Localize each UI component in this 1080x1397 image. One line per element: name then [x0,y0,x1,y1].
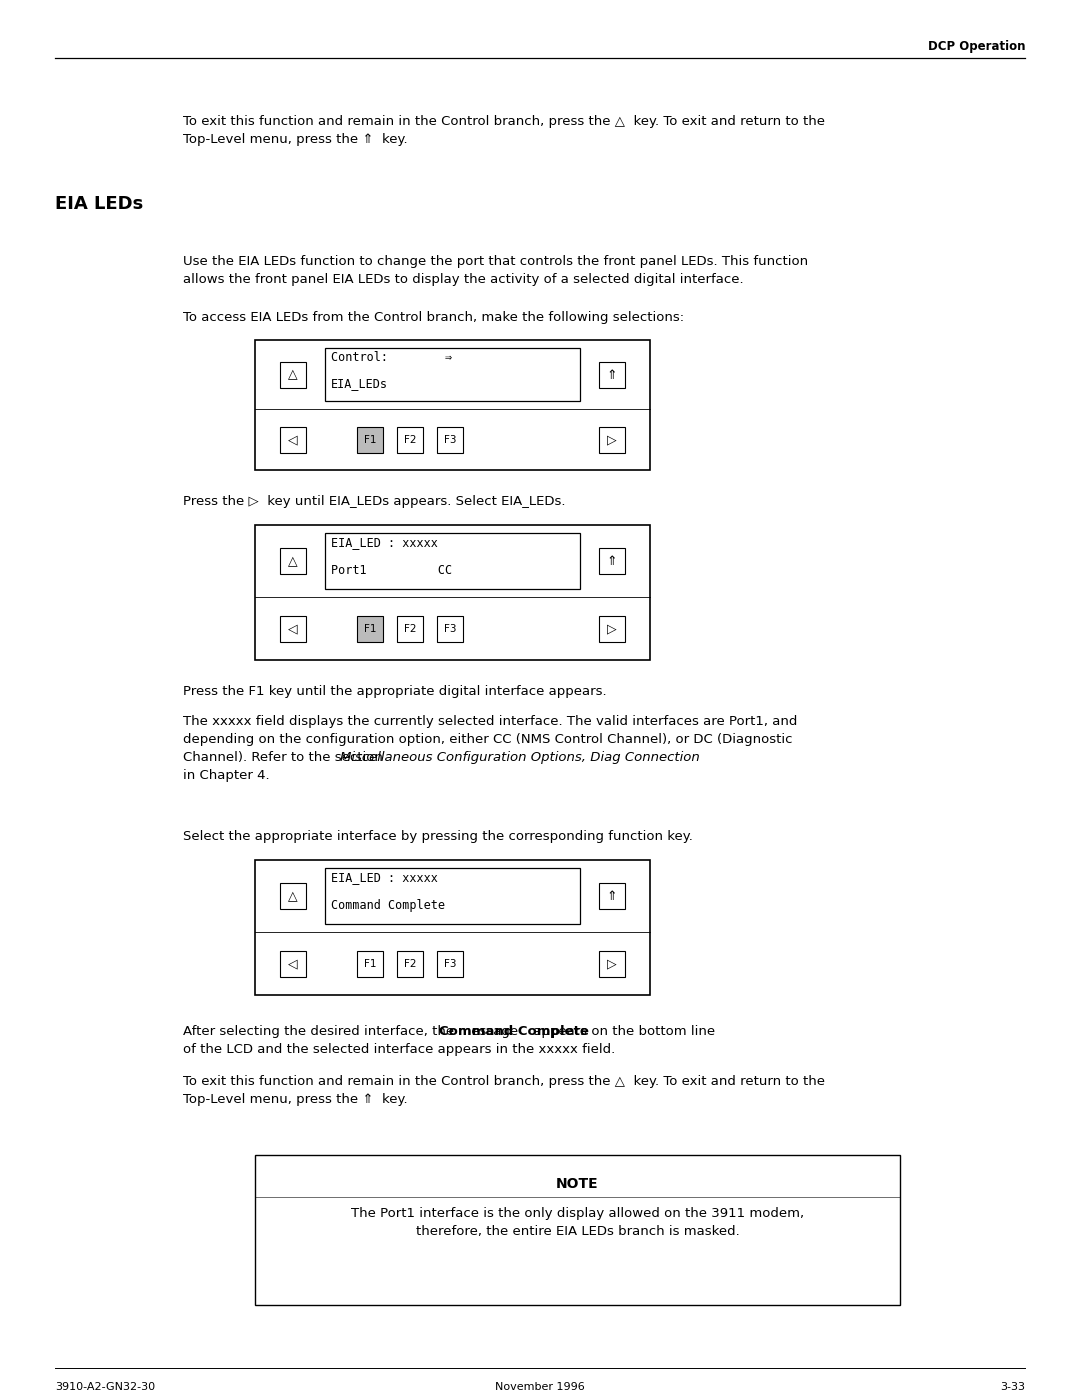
Text: EIA LEDs: EIA LEDs [55,196,144,212]
Text: Press the F1 key until the appropriate digital interface appears.: Press the F1 key until the appropriate d… [183,685,607,698]
Bar [325,534,580,588]
Bar [437,951,463,977]
Text: F2: F2 [404,434,416,446]
Bar [255,525,650,659]
Text: depending on the configuration option, either CC (NMS Control Channel), or DC (D: depending on the configuration option, e… [183,733,793,746]
Text: Command Complete: Command Complete [330,900,445,912]
Bar [280,951,306,977]
Bar [397,951,423,977]
Text: ⇑: ⇑ [607,369,618,381]
Text: Select the appropriate interface by pressing the corresponding function key.: Select the appropriate interface by pres… [183,830,693,842]
Bar [280,362,306,388]
Text: The Port1 interface is the only display allowed on the 3911 modem,: The Port1 interface is the only display … [351,1207,805,1220]
Bar [255,339,650,469]
Text: ◁: ◁ [288,433,298,447]
Text: After selecting the desired interface, the message: After selecting the desired interface, t… [183,1025,523,1038]
Bar [357,616,383,643]
Text: Top-Level menu, press the ⇑  key.: Top-Level menu, press the ⇑ key. [183,133,407,147]
Bar [357,427,383,453]
Bar [437,616,463,643]
Text: △: △ [288,555,298,569]
Text: ▷: ▷ [607,957,617,971]
Bar [599,549,625,574]
Bar [437,427,463,453]
Text: F3: F3 [444,434,456,446]
Text: ⇑: ⇑ [607,890,618,902]
Bar [599,362,625,388]
Text: 3910-A2-GN32-30: 3910-A2-GN32-30 [55,1382,156,1391]
Text: of the LCD and the selected interface appears in the xxxxx field.: of the LCD and the selected interface ap… [183,1044,616,1056]
Text: therefore, the entire EIA LEDs branch is masked.: therefore, the entire EIA LEDs branch is… [416,1225,740,1238]
Text: Port1          CC: Port1 CC [330,564,453,577]
Bar [599,427,625,453]
Text: Channel). Refer to the section: Channel). Refer to the section [183,752,387,764]
Bar [280,427,306,453]
Bar [397,616,423,643]
Text: ▷: ▷ [607,433,617,447]
Text: ▷: ▷ [607,623,617,636]
Bar [397,427,423,453]
Text: DCP Operation: DCP Operation [928,41,1025,53]
Bar [280,549,306,574]
Text: Top-Level menu, press the ⇑  key.: Top-Level menu, press the ⇑ key. [183,1092,407,1106]
Text: F1: F1 [364,624,376,634]
Text: November 1996: November 1996 [495,1382,585,1391]
Bar [599,616,625,643]
Bar [255,1155,900,1305]
Text: F1: F1 [364,434,376,446]
Bar [599,951,625,977]
Text: EIA_LED : xxxxx: EIA_LED : xxxxx [330,536,437,549]
Text: Use the EIA LEDs function to change the port that controls the front panel LEDs.: Use the EIA LEDs function to change the … [183,256,808,268]
Text: The xxxxx field displays the currently selected interface. The valid interfaces : The xxxxx field displays the currently s… [183,715,797,728]
Text: F2: F2 [404,958,416,970]
Text: 3-33: 3-33 [1000,1382,1025,1391]
Bar [357,951,383,977]
Text: EIA_LED : xxxxx: EIA_LED : xxxxx [330,872,437,884]
Text: ⇑: ⇑ [607,555,618,569]
Text: To exit this function and remain in the Control branch, press the △  key. To exi: To exit this function and remain in the … [183,1076,825,1088]
Text: △: △ [288,369,298,381]
Text: F3: F3 [444,958,456,970]
Text: NOTE: NOTE [556,1178,598,1192]
Text: Command Complete: Command Complete [438,1025,589,1038]
Bar [255,861,650,995]
Text: To exit this function and remain in the Control branch, press the △  key. To exi: To exit this function and remain in the … [183,115,825,129]
Text: ◁: ◁ [288,623,298,636]
Text: F2: F2 [404,624,416,634]
Bar [280,883,306,909]
Bar [325,348,580,401]
Text: Control:        ⇒: Control: ⇒ [330,351,453,363]
Text: F1: F1 [364,958,376,970]
Text: allows the front panel EIA LEDs to display the activity of a selected digital in: allows the front panel EIA LEDs to displ… [183,272,744,286]
Text: ◁: ◁ [288,957,298,971]
Text: △: △ [288,890,298,902]
Text: appears on the bottom line: appears on the bottom line [529,1025,716,1038]
Text: Press the ▷  key until EIA_LEDs appears. Select EIA_LEDs.: Press the ▷ key until EIA_LEDs appears. … [183,495,566,509]
Text: in Chapter 4.: in Chapter 4. [183,768,270,782]
Text: EIA_LEDs: EIA_LEDs [330,377,388,390]
Bar [325,868,580,923]
Text: F3: F3 [444,624,456,634]
Text: Miscellaneous Configuration Options, Diag Connection: Miscellaneous Configuration Options, Dia… [339,752,700,764]
Bar [599,883,625,909]
Text: To access EIA LEDs from the Control branch, make the following selections:: To access EIA LEDs from the Control bran… [183,312,684,324]
Bar [280,616,306,643]
